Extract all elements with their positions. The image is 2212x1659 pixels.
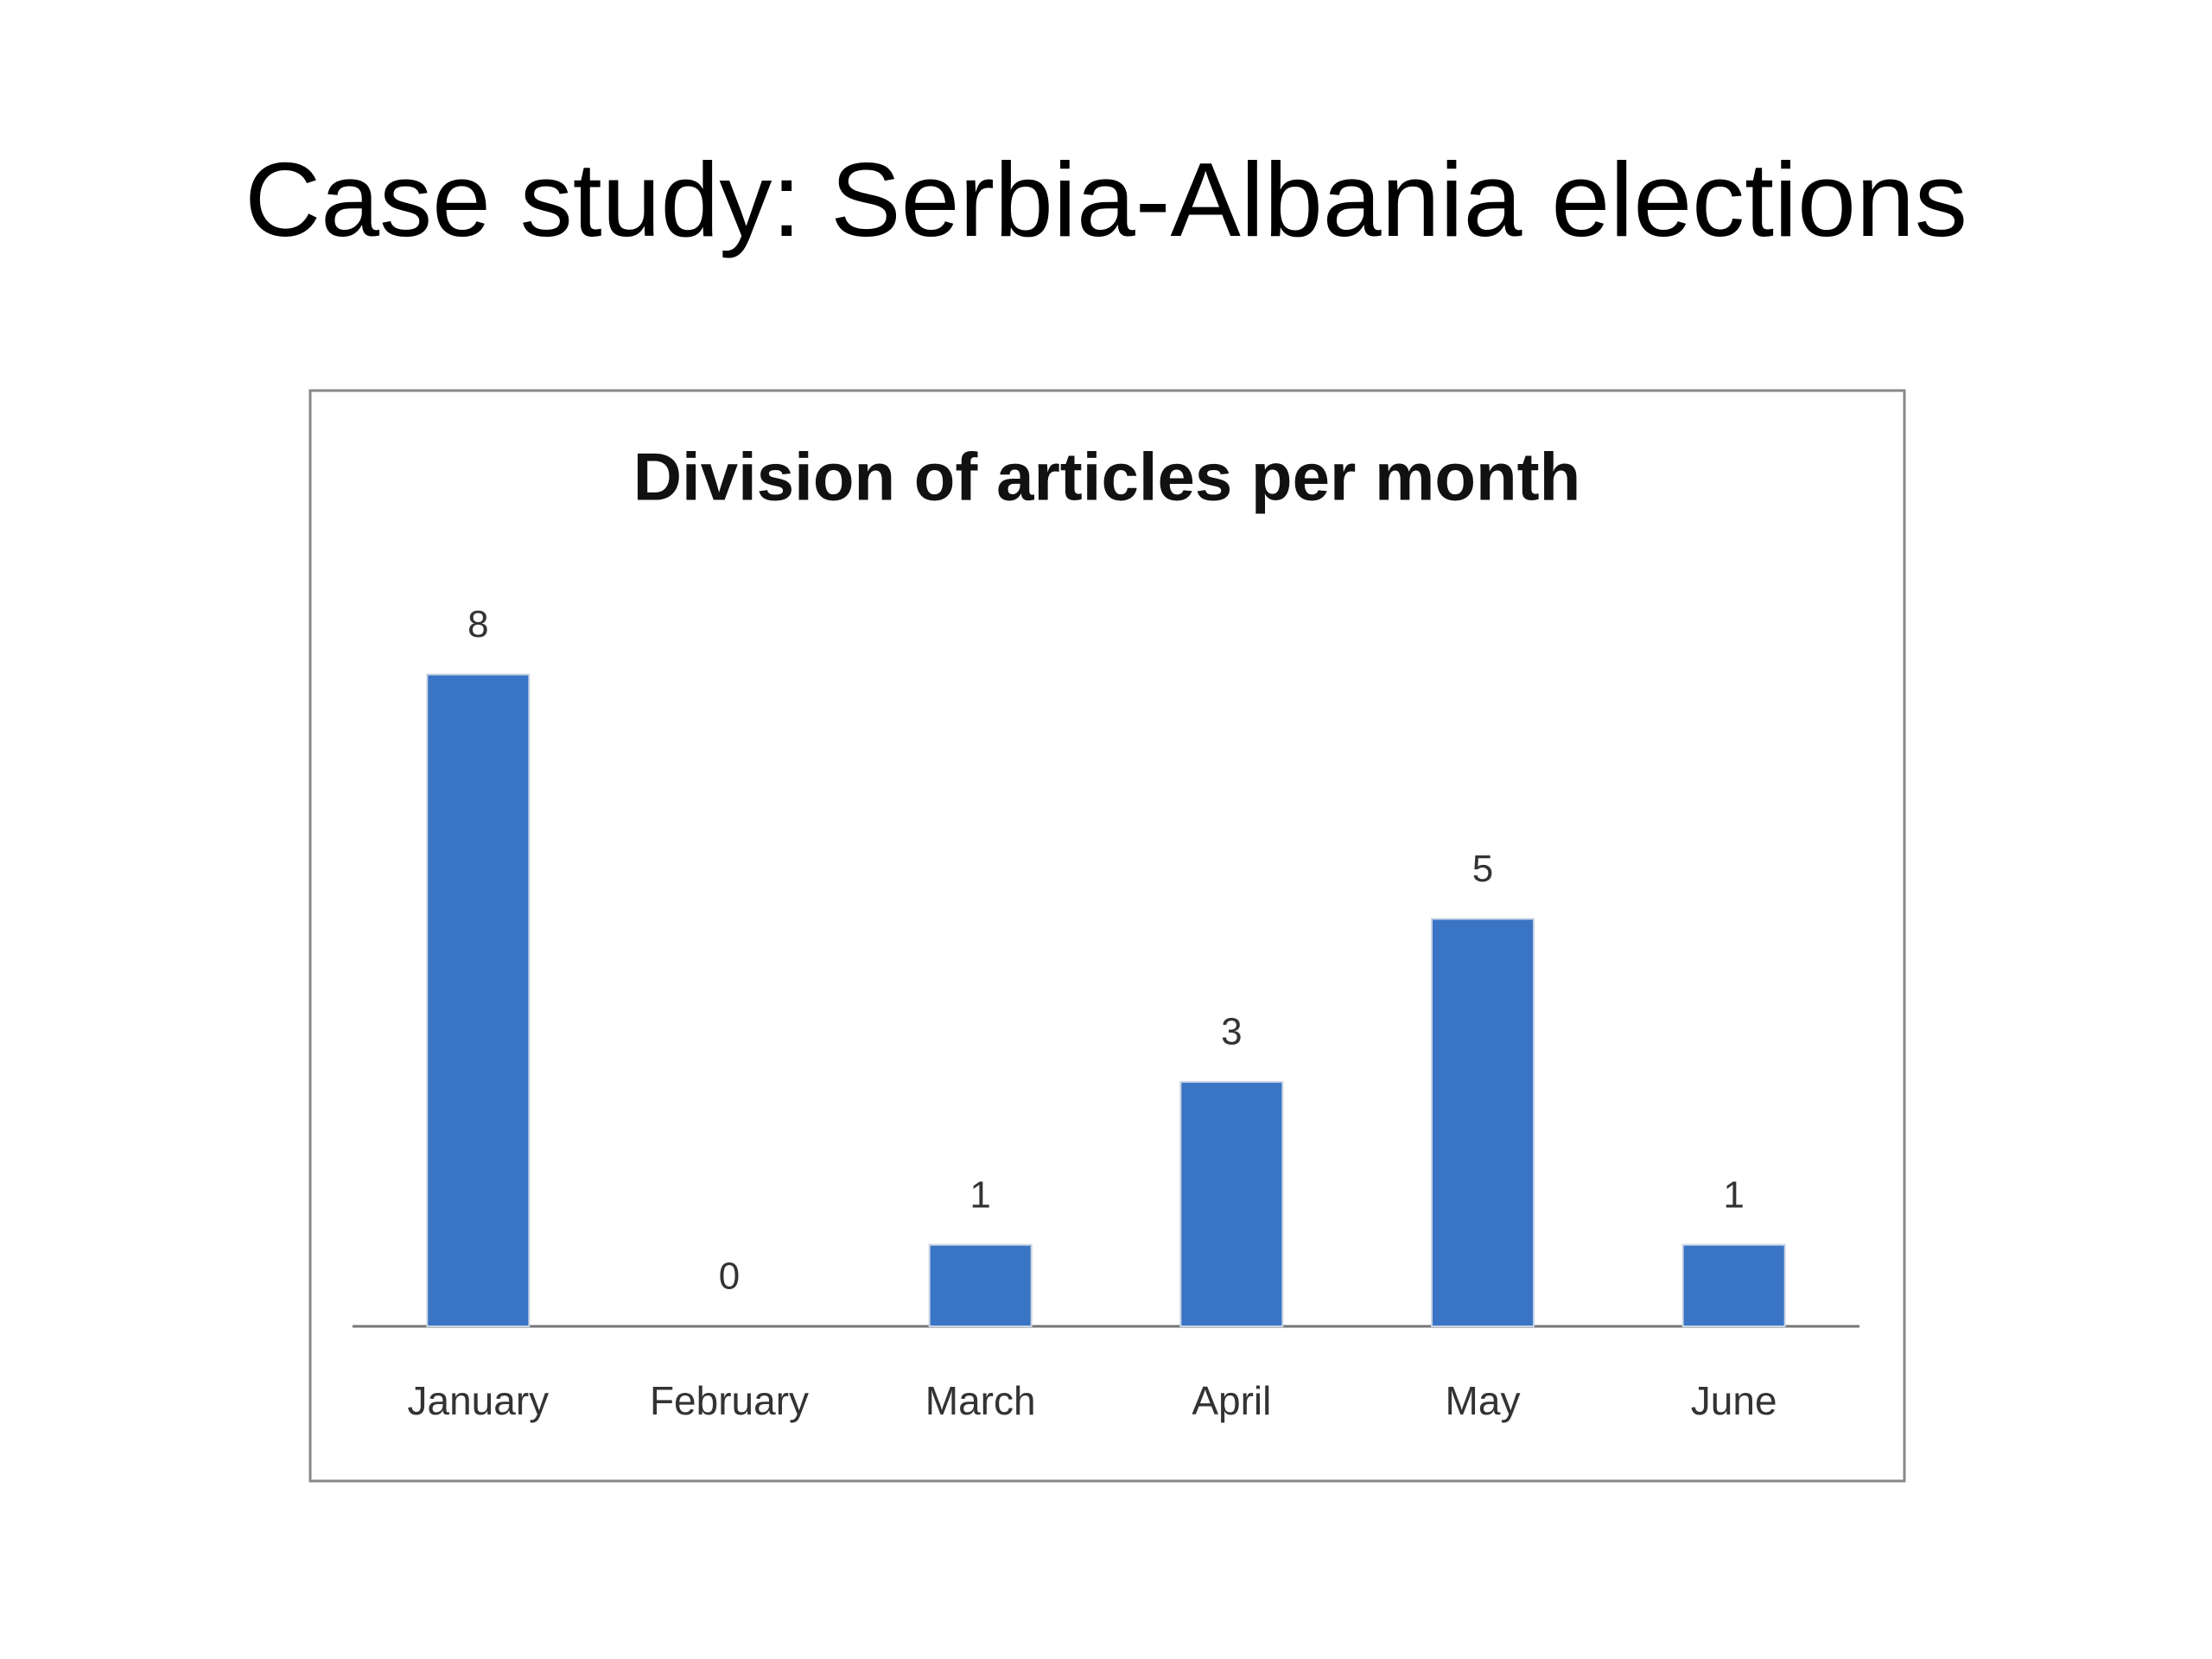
- slide-title: Case study: Serbia-Albania elections: [245, 141, 1967, 258]
- x-tick-label: June: [1691, 1378, 1777, 1423]
- bar: [928, 1243, 1033, 1327]
- value-label: 5: [1472, 848, 1493, 890]
- value-label: 8: [467, 603, 488, 645]
- x-tick-label: January: [408, 1378, 550, 1423]
- x-tick-label: April: [1192, 1378, 1271, 1423]
- x-tick-label: February: [650, 1378, 809, 1423]
- bar: [1431, 918, 1535, 1327]
- chart-title: Division of articles per month: [633, 439, 1581, 515]
- value-label: 0: [719, 1255, 740, 1298]
- x-tick-label: May: [1446, 1378, 1521, 1423]
- bar: [1179, 1081, 1284, 1327]
- value-label: 1: [1723, 1173, 1744, 1216]
- value-label: 1: [969, 1173, 990, 1216]
- value-label: 3: [1221, 1011, 1242, 1053]
- chart-frame: [308, 389, 1906, 1483]
- x-tick-label: March: [925, 1378, 1036, 1423]
- bar: [426, 673, 531, 1327]
- bar: [1681, 1243, 1786, 1327]
